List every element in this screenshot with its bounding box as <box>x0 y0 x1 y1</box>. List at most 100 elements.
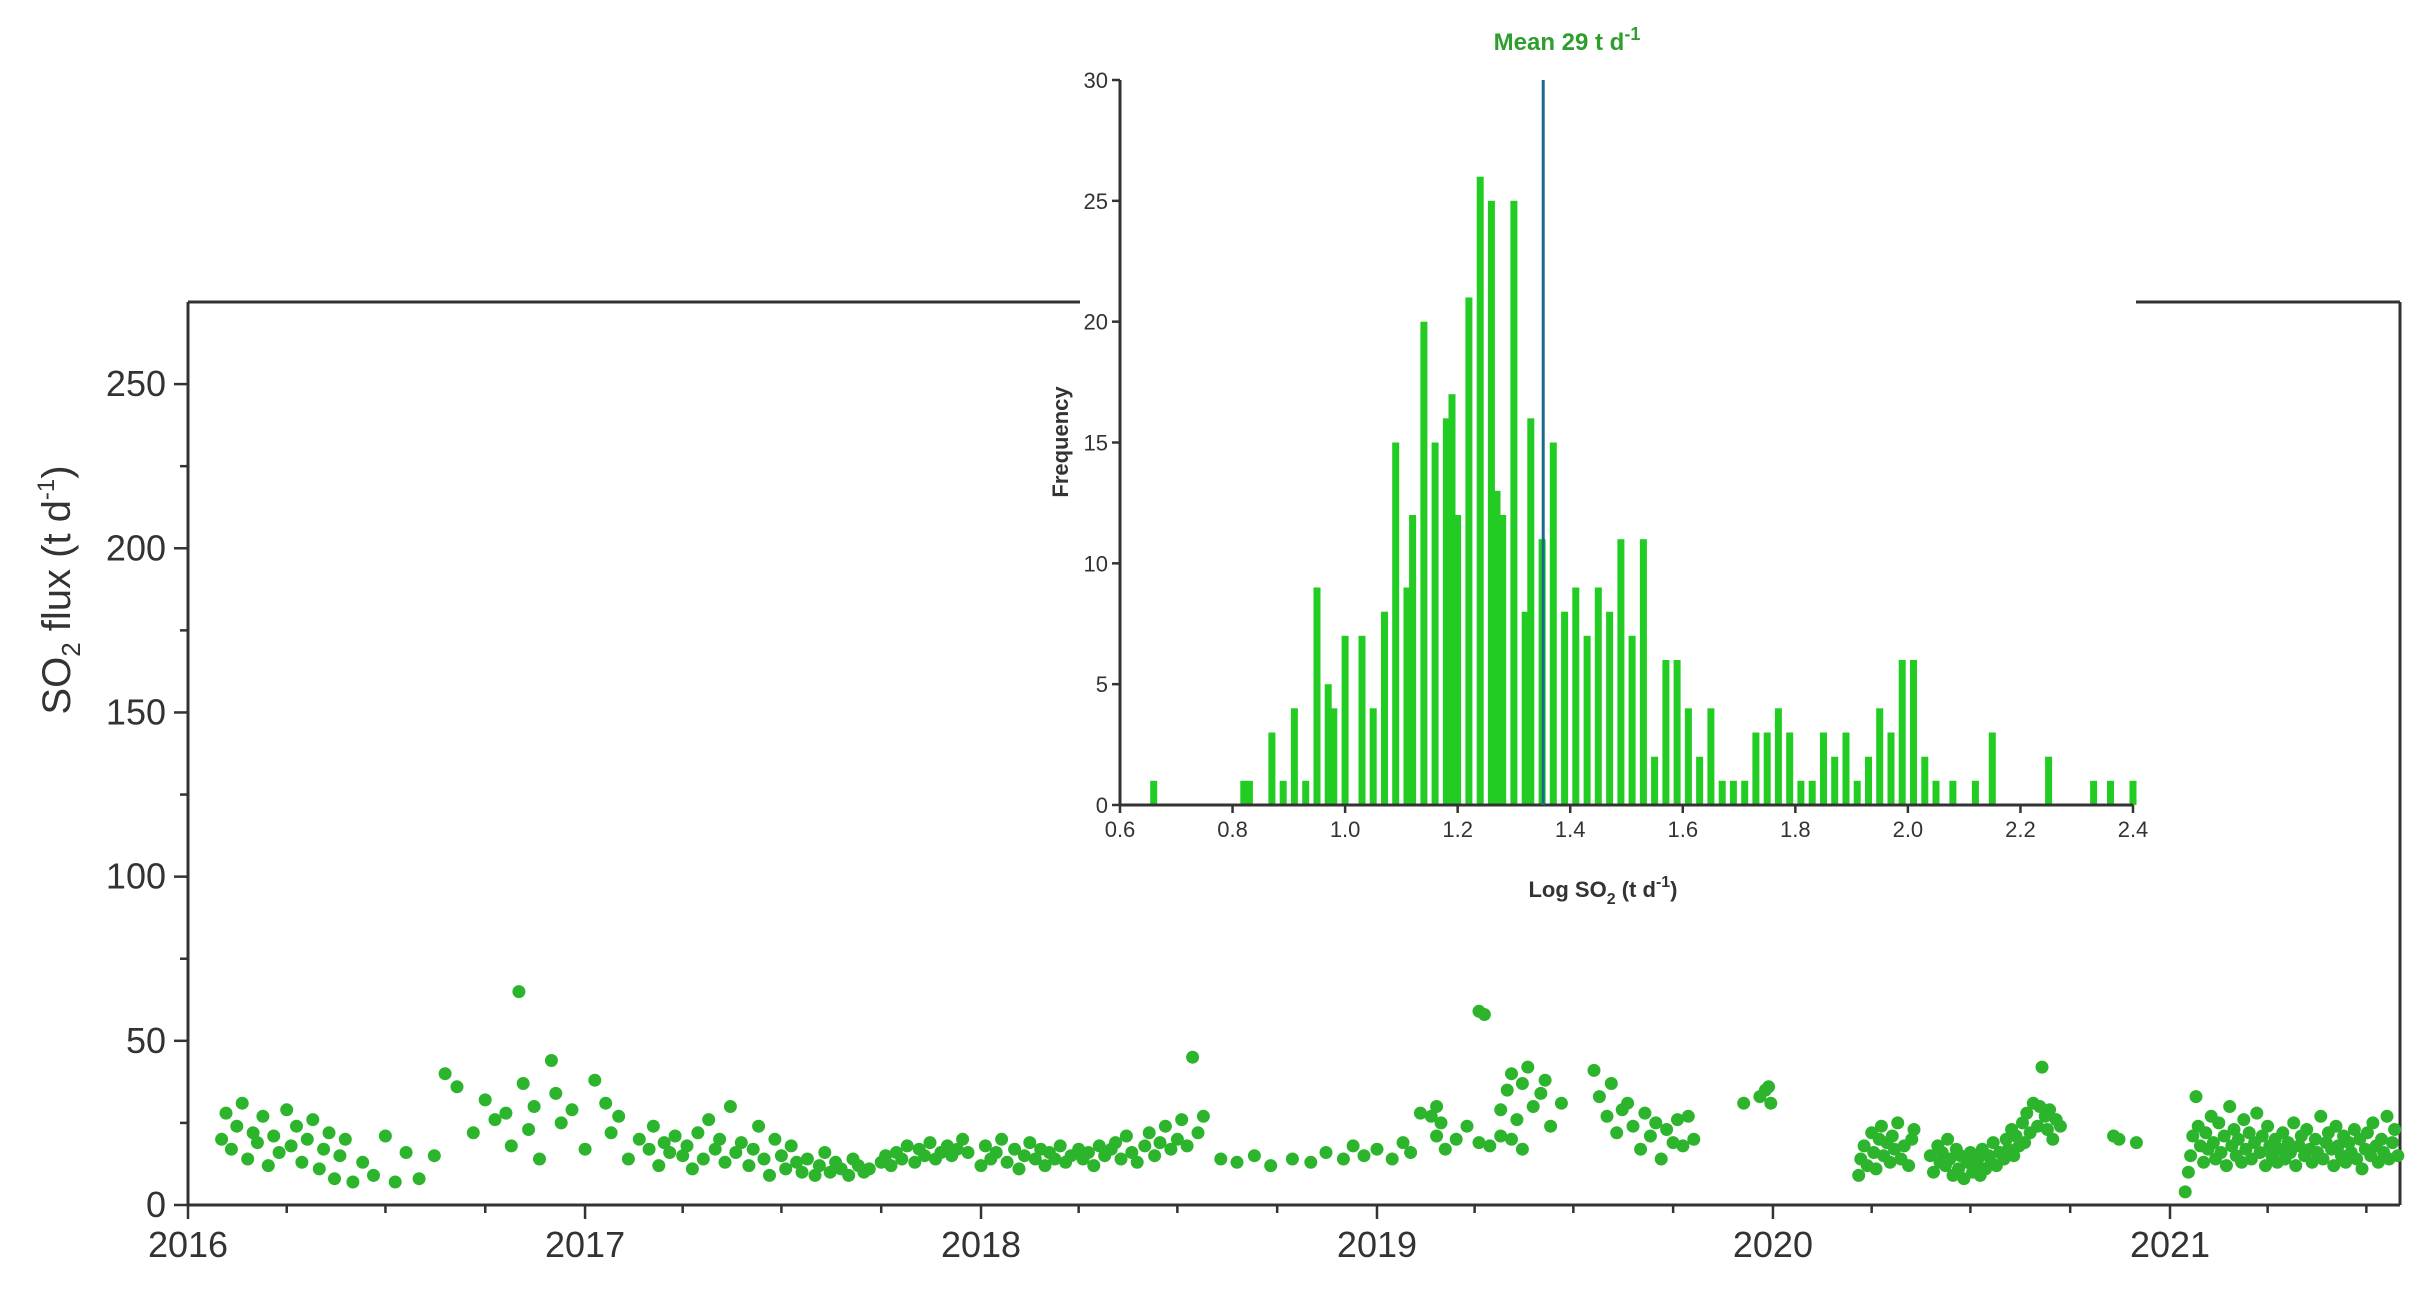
histogram-bar <box>1774 708 1782 805</box>
histogram-bar <box>1150 780 1158 805</box>
scatter-point <box>842 1168 856 1182</box>
scatter-point <box>2046 1132 2060 1146</box>
scatter-point <box>918 1149 932 1163</box>
scatter-point <box>950 1142 964 1156</box>
scatter-point <box>1874 1119 1888 1133</box>
scatter-point <box>2053 1119 2067 1133</box>
scatter-point <box>1986 1136 2000 1150</box>
scatter-point <box>1521 1060 1535 1074</box>
histogram-bar <box>1341 635 1349 805</box>
scatter-point <box>1087 1159 1101 1173</box>
scatter-point <box>338 1132 352 1146</box>
main-y-tick-label: 50 <box>126 1020 166 1061</box>
scatter-point <box>2235 1155 2249 1169</box>
scatter-point <box>1191 1126 1205 1140</box>
histogram-bar <box>1729 780 1737 805</box>
scatter-point <box>746 1142 760 1156</box>
scatter-point <box>1285 1152 1299 1166</box>
scatter-point <box>1643 1129 1657 1143</box>
histogram-bar <box>1290 708 1298 805</box>
histogram-bar <box>1786 732 1794 805</box>
scatter-point <box>317 1142 331 1156</box>
scatter-point <box>578 1142 592 1156</box>
scatter-point <box>300 1132 314 1146</box>
scatter-point <box>2242 1126 2256 1140</box>
scatter-point <box>1114 1152 1128 1166</box>
scatter-point <box>1626 1119 1640 1133</box>
scatter-point <box>621 1152 635 1166</box>
scatter-point <box>322 1126 336 1140</box>
histogram-bar <box>1268 732 1276 805</box>
histogram-bar <box>1510 200 1518 806</box>
scatter-point <box>1138 1139 1152 1153</box>
scatter-point <box>2250 1106 2264 1120</box>
scatter-point <box>1186 1050 1200 1064</box>
scatter-point <box>1385 1152 1399 1166</box>
scatter-point <box>1494 1103 1508 1117</box>
histogram-bar <box>1797 780 1805 805</box>
histogram-bar <box>1865 756 1872 805</box>
scatter-point <box>2355 1162 2369 1176</box>
main-y-tick-label: 0 <box>146 1184 166 1225</box>
histogram-bar <box>1493 490 1501 805</box>
scatter-point <box>1319 1146 1333 1159</box>
scatter-point <box>632 1132 646 1146</box>
scatter-point <box>2380 1109 2394 1123</box>
histogram-bar <box>1240 780 1248 805</box>
histogram-bar <box>1628 635 1636 805</box>
histogram-bar <box>1808 780 1816 805</box>
scatter-point <box>2281 1136 2295 1150</box>
scatter-point <box>2331 1139 2345 1153</box>
histogram-bar <box>1324 684 1332 805</box>
scatter-point <box>1472 1136 1486 1150</box>
histogram-bar <box>1853 780 1861 805</box>
histogram-bar <box>1988 732 1996 805</box>
scatter-point <box>1449 1132 1463 1146</box>
scatter-point <box>1505 1067 1518 1081</box>
scatter-point <box>2360 1126 2374 1140</box>
scatter-point <box>2350 1152 2364 1166</box>
scatter-point <box>1119 1129 1133 1143</box>
scatter-point <box>284 1139 298 1153</box>
inset-y-tick-label: 30 <box>1084 68 1108 93</box>
scatter-point <box>1494 1129 1508 1143</box>
scatter-point <box>1971 1152 1985 1166</box>
histogram-bar <box>1741 780 1749 805</box>
histogram-bar <box>1932 780 1940 805</box>
scatter-point <box>2276 1126 2290 1140</box>
main-y-tick-label: 100 <box>106 856 166 897</box>
scatter-point <box>2189 1090 2203 1104</box>
scatter-point <box>2186 1129 2200 1143</box>
histogram-bar <box>1820 732 1827 805</box>
histogram-bar <box>1639 539 1647 805</box>
scatter-point <box>808 1168 822 1182</box>
histogram-bar <box>1949 780 1957 805</box>
scatter-point <box>818 1146 832 1159</box>
scatter-point <box>1000 1155 1014 1169</box>
scatter-point <box>438 1067 452 1081</box>
scatter-point <box>668 1129 682 1143</box>
histogram-bar <box>1521 611 1529 805</box>
histogram-bar <box>1442 418 1450 805</box>
scatter-point <box>1604 1077 1618 1090</box>
scatter-point <box>246 1126 260 1140</box>
scatter-point <box>1885 1129 1899 1143</box>
scatter-point <box>652 1159 666 1173</box>
scatter-point <box>235 1096 249 1110</box>
inset-x-tick-label: 1.4 <box>1555 817 1586 842</box>
scatter-point <box>1370 1142 1384 1156</box>
scatter-point <box>554 1116 568 1130</box>
scatter-point <box>1396 1136 1410 1150</box>
scatter-point <box>1247 1149 1261 1163</box>
scatter-point <box>333 1149 347 1163</box>
scatter-point <box>2212 1116 2226 1130</box>
scatter-point <box>2342 1136 2356 1150</box>
scatter-point <box>1634 1142 1648 1156</box>
scatter-point <box>2197 1155 2211 1169</box>
histogram-bar <box>1302 780 1310 805</box>
scatter-point <box>2035 1060 2049 1074</box>
scatter-point <box>879 1149 893 1163</box>
inset-y-tick-label: 20 <box>1084 310 1108 335</box>
